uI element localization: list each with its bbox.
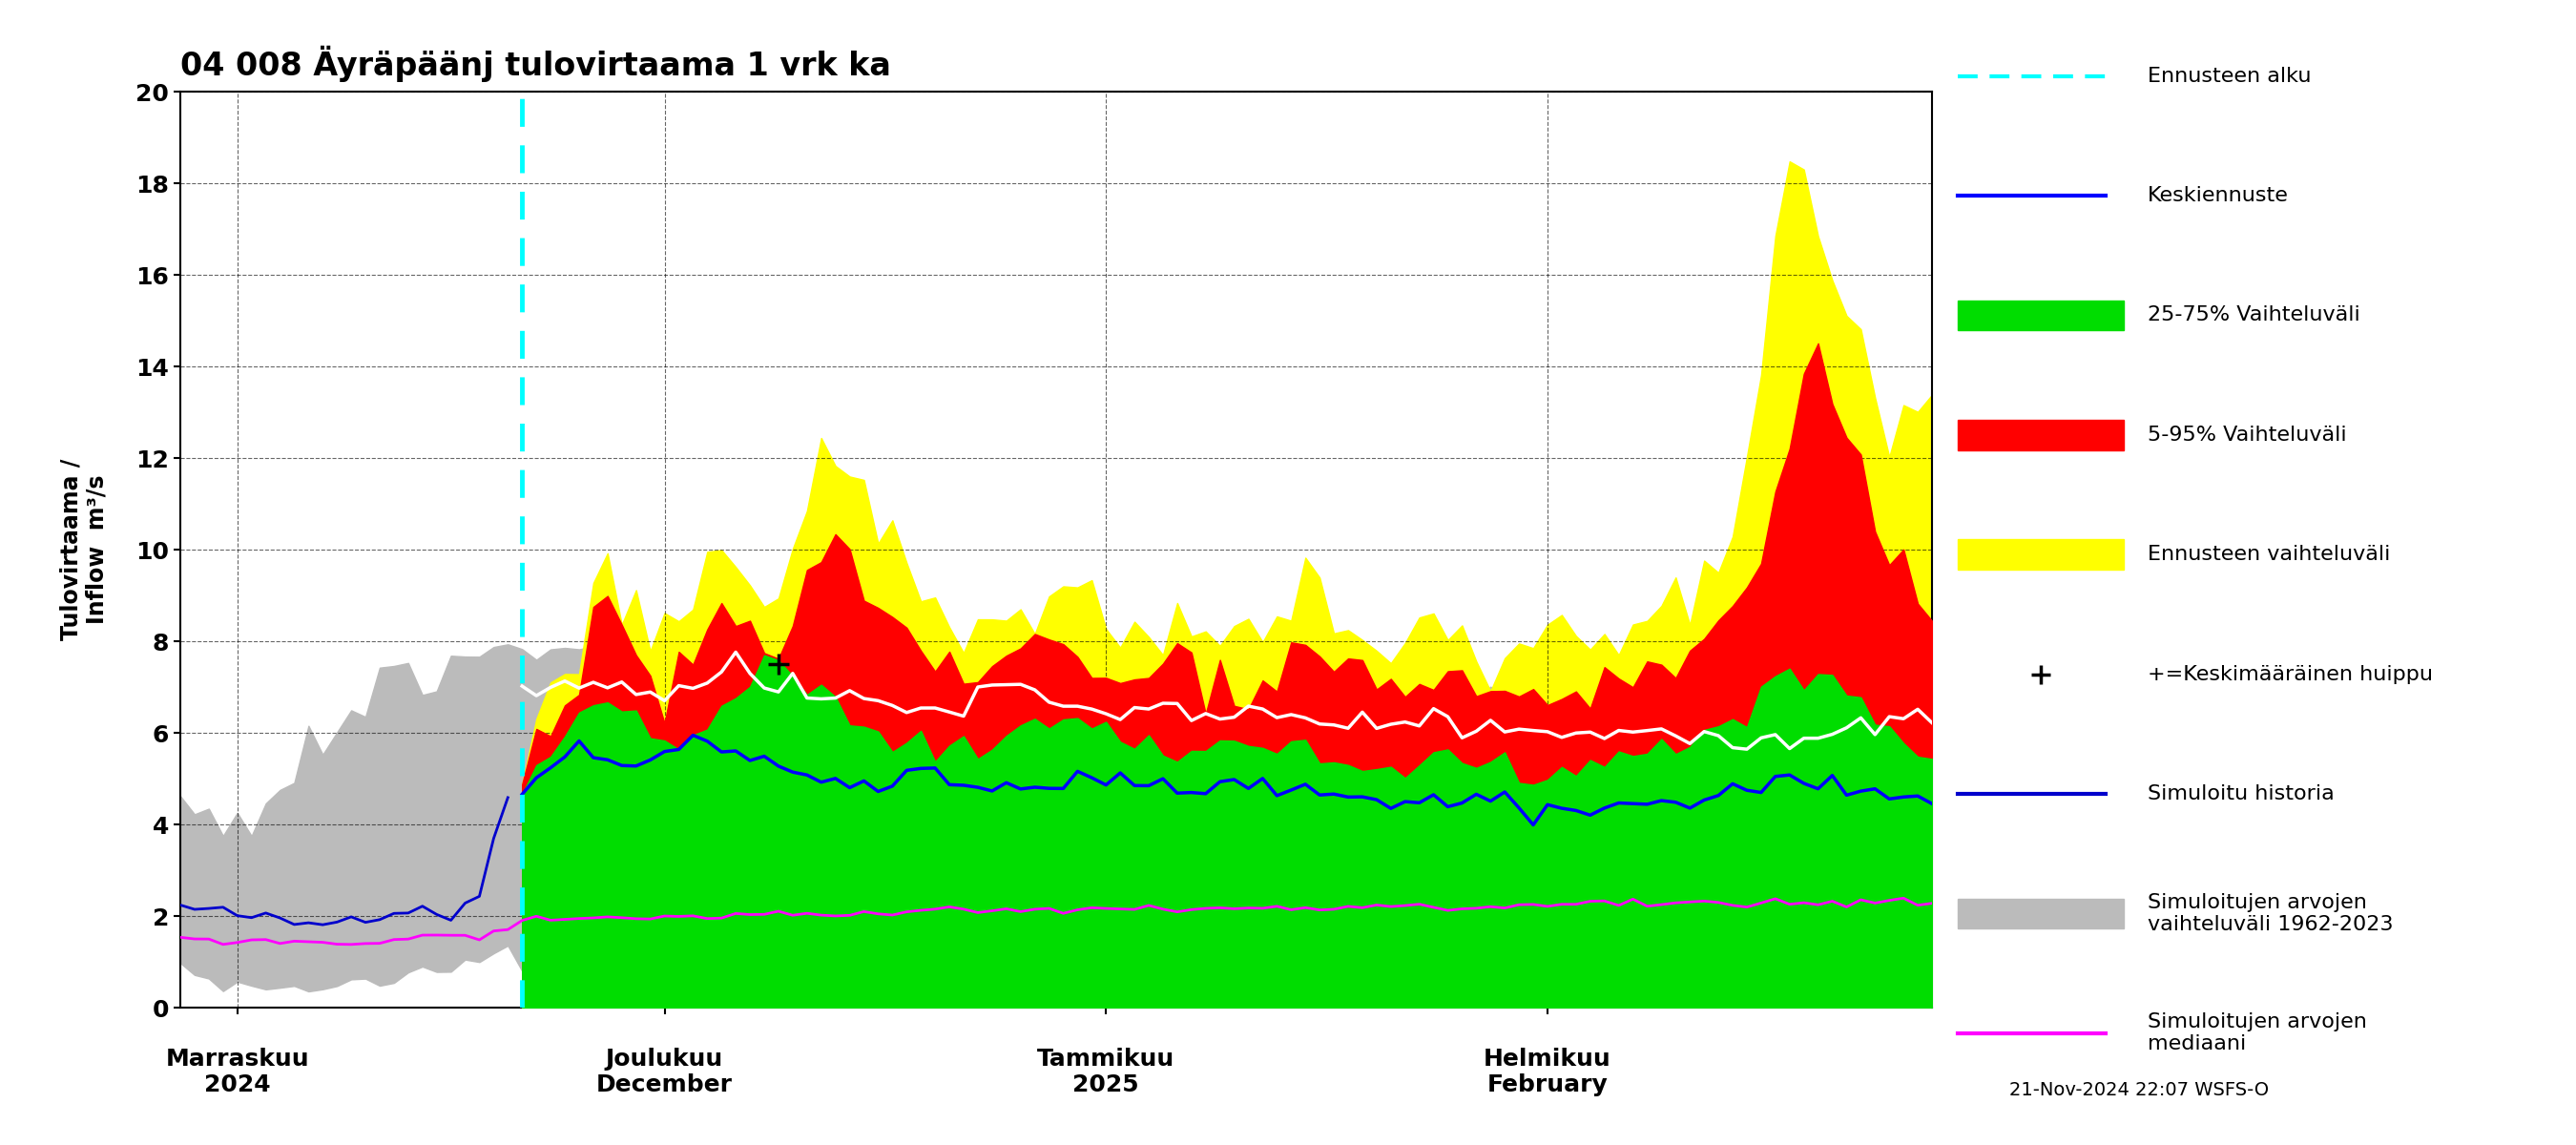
- Text: 5-95% Vaihteluväli: 5-95% Vaihteluväli: [2148, 426, 2347, 444]
- Text: Keskiennuste: Keskiennuste: [2148, 187, 2287, 205]
- Text: +​=Keskimääräinen huippu: +​=Keskimääräinen huippu: [2148, 665, 2432, 684]
- Text: Helmikuu
February: Helmikuu February: [1484, 1048, 1613, 1097]
- Text: Marraskuu
2024: Marraskuu 2024: [165, 1048, 309, 1097]
- Text: Tulovirtaama /
Inflow  m³/s: Tulovirtaama / Inflow m³/s: [59, 459, 108, 640]
- Text: Simuloitujen arvojen
vaihteluväli 1962-2023: Simuloitujen arvojen vaihteluväli 1962-2…: [2148, 893, 2393, 934]
- Text: Simuloitu historia: Simuloitu historia: [2148, 784, 2334, 804]
- FancyBboxPatch shape: [1958, 300, 2123, 331]
- Text: Ennusteen vaihteluväli: Ennusteen vaihteluväli: [2148, 545, 2391, 564]
- Text: 25-75% Vaihteluväli: 25-75% Vaihteluväli: [2148, 306, 2360, 325]
- FancyBboxPatch shape: [1958, 420, 2123, 450]
- Text: 21-Nov-2024 22:07 WSFS-O: 21-Nov-2024 22:07 WSFS-O: [2009, 1081, 2269, 1099]
- Text: Joulukuu
December: Joulukuu December: [595, 1048, 732, 1097]
- Text: Simuloitujen arvojen
mediaani: Simuloitujen arvojen mediaani: [2148, 1012, 2367, 1053]
- Text: 04 008 Äyräpäänj tulovirtaama 1 vrk ka: 04 008 Äyräpäänj tulovirtaama 1 vrk ka: [180, 46, 891, 82]
- FancyBboxPatch shape: [1958, 539, 2123, 570]
- Text: Ennusteen alku: Ennusteen alku: [2148, 66, 2311, 86]
- FancyBboxPatch shape: [1958, 899, 2123, 929]
- Text: Tammikuu
2025: Tammikuu 2025: [1038, 1048, 1175, 1097]
